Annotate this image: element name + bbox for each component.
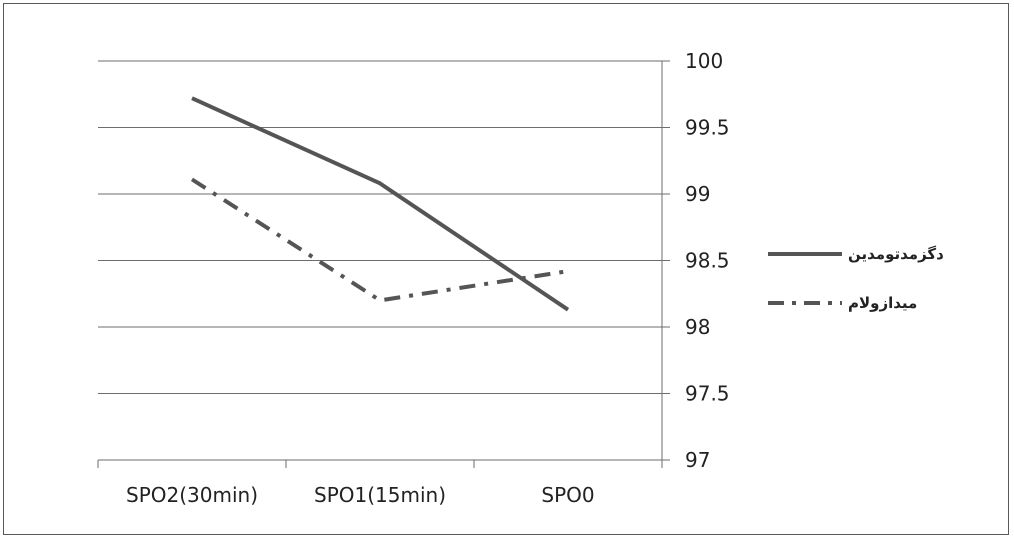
axes: 97 97.5 98 98.5 99 99.5 100 SPO2(30min) SPO1(15m…: [97, 49, 730, 507]
chart-frame: [3, 3, 1009, 535]
legend-label: میدازولام: [848, 294, 917, 312]
series-lines: [190, 96, 570, 312]
legend: دگزمدتومدین میدازولام: [768, 245, 944, 312]
x-tick-label: SPO0: [541, 483, 594, 507]
y-tick-label: 99: [685, 182, 710, 206]
x-tick-label: SPO2(30min): [126, 483, 258, 507]
x-tick-label: SPO1(15min): [314, 483, 446, 507]
y-tick-label: 99.5: [685, 116, 730, 140]
y-tick-label: 100: [685, 49, 723, 73]
legend-label: دگزمدتومدین: [848, 245, 944, 263]
series-line-1: [191, 96, 570, 312]
y-tick-label: 98.5: [685, 249, 730, 273]
series-line-2: [190, 177, 569, 303]
y-tick-label: 97: [685, 448, 710, 472]
gridlines: [98, 60, 662, 461]
y-tick-label: 97.5: [685, 382, 730, 406]
y-tick-label: 98: [685, 315, 710, 339]
